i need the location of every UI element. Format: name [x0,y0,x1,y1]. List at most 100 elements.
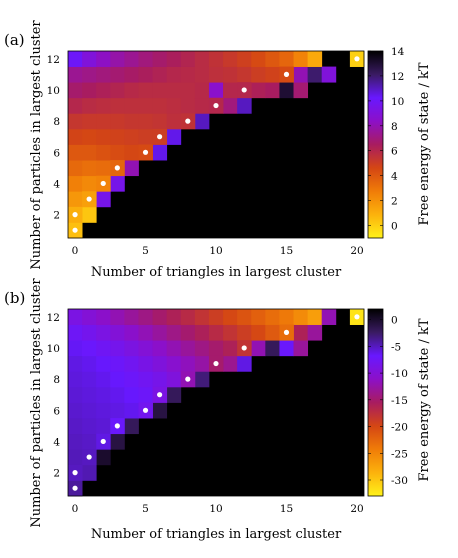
heatmap-cell [82,144,97,161]
heatmap-cell [82,402,97,419]
heatmap-cell [124,66,139,83]
heatmap-cell [68,113,83,130]
ridge-marker [283,329,290,335]
heatmap-cell [138,324,153,341]
heatmap-cell [68,175,83,192]
colorbar-tick-label: 14 [391,46,405,58]
heatmap-cell [265,340,280,357]
heatmap-cell [110,340,125,357]
heatmap-cell [68,309,83,325]
heatmap-cell [68,97,83,114]
heatmap-cell [307,51,323,67]
heatmap-cell [279,309,294,325]
heatmap-cell [82,206,97,223]
heatmap-cell [223,340,238,357]
heatmap-cell [124,97,139,114]
heatmap-cell [68,82,83,99]
y-axis-title: Number of particles in largest cluster [29,278,44,528]
heatmap-cell [152,97,168,114]
heatmap-cell [180,355,196,372]
heatmap-cell [251,309,266,325]
x-tick-labels: 0 5 10 15 20 [72,245,364,257]
colorbar-tick-label: -10 [391,368,408,380]
heatmap-cell [194,51,210,67]
x-axis-title: Number of triangles in largest cluster [91,527,342,542]
ridge-marker [142,149,149,155]
heatmap-cell [82,66,97,83]
heatmap-cell [96,97,111,114]
heatmap-cell [194,97,210,114]
ridge-marker [100,438,106,445]
heatmap-cell [138,309,153,325]
colorbar-gradient [367,50,384,239]
colorbar-tick-label: 0 [391,315,398,327]
heatmap-cell [208,309,224,325]
heatmap-cell [124,324,139,341]
heatmap-cell [194,113,210,130]
y-axis-title: Number of particles in largest cluster [29,20,44,270]
heatmap-cell [208,66,224,83]
colorbar-tick-label: -30 [391,475,408,487]
y-tick-label: 2 [53,468,60,480]
heatmap-cell [194,371,210,388]
heatmap-cell [68,386,83,403]
heatmap-cell [96,82,111,99]
heatmap-cell [96,160,111,177]
colorbar-title: Free energy of state / kT [417,62,432,225]
heatmap-cell [124,402,139,419]
heatmap-cell [166,128,182,145]
heatmap-cell [82,386,97,403]
x-tick-label: 10 [209,245,222,257]
heatmap-cell [124,113,139,130]
heatmap-cell [82,82,97,99]
ridge-marker [283,71,290,77]
heatmap-cell [96,402,111,419]
heatmap-cell [82,418,97,435]
heatmap-cell [82,464,97,481]
heatmap-cell [82,340,97,357]
heatmap-cell [293,324,309,341]
x-tick-labels: 0 5 10 15 20 [72,503,364,515]
colorbar-ticks: 0 -5 -10 -15 -20 -25 -30 [368,315,408,487]
heatmap-cell [96,355,111,372]
heatmap-cell [180,97,196,114]
heatmap-cell [265,324,280,341]
heatmap-cell [82,324,97,341]
heatmap-cell [110,97,125,114]
y-tick-label: 6 [53,147,60,159]
ridge-marker [157,134,163,140]
heatmap-cell [110,144,125,161]
heatmap-cell [223,324,238,341]
heatmap-cell [223,66,238,83]
heatmap-cell [208,82,224,99]
ridge-marker [86,196,92,202]
heatmap-cell [82,97,97,114]
heatmap-cell [166,355,182,372]
heatmap-cell [96,66,111,83]
heatmap-cell [138,113,153,130]
heatmap-cell [124,82,139,99]
heatmap-cell [307,66,323,83]
heatmap-cell [68,66,83,83]
y-tick-label: 4 [53,437,60,449]
x-tick-label: 0 [72,503,79,515]
colorbar-tick-label: 12 [391,71,404,83]
heatmap-cell [321,66,337,83]
heatmap-cell [152,144,168,161]
panel-label: (b) [4,289,25,307]
heatmap-cell [166,371,182,388]
heatmap-cell [194,309,210,325]
heatmap-cell [251,340,266,357]
heatmap-cell [138,51,153,67]
colorbar: 14 12 10 8 6 4 2 0 [367,46,405,239]
heatmap-cell [82,113,97,130]
ridge-marker [354,314,360,320]
heatmap-cell [223,309,238,325]
heatmap-cell [124,144,139,161]
y-tick-label: 6 [53,405,60,417]
heatmap-cell [138,340,153,357]
heatmap-cell [82,371,97,388]
heatmap-cell [265,309,280,325]
ridge-marker [72,212,78,218]
